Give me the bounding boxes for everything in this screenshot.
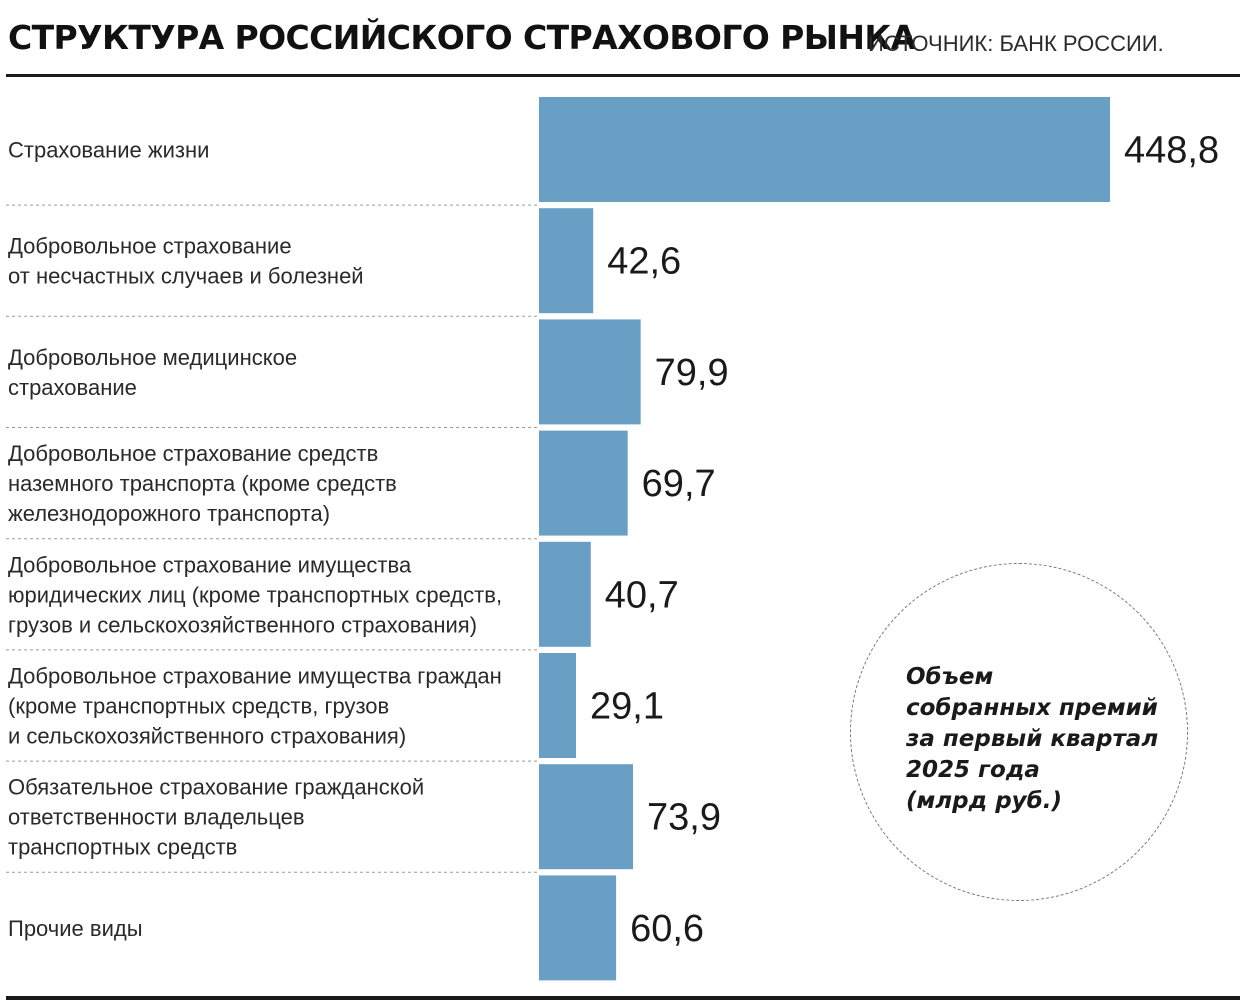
category-label-6: и сельскохозяйственного страхования): [8, 724, 406, 749]
category-label-4: Добровольное страхование средств: [8, 441, 378, 466]
source-note: ИСТОЧНИК: БАНК РОССИИ.: [868, 31, 1164, 56]
category-label-4: наземного транспорта (кроме средств: [8, 471, 397, 496]
category-label-5: Добровольное страхование имущества: [8, 552, 412, 577]
category-label-3: Добровольное медицинское: [8, 345, 297, 370]
value-label-5: 40,7: [605, 574, 679, 616]
bar-8: [539, 875, 617, 981]
bar-3: [539, 319, 641, 425]
category-label-1: Страхование жизни: [8, 138, 209, 163]
category-label-3: страхование: [8, 375, 137, 400]
bottom-rule: [6, 996, 1240, 1000]
bar-1: [539, 97, 1110, 202]
category-label-7: Обязательное страхование гражданской: [8, 775, 424, 800]
value-label-8: 60,6: [630, 908, 704, 950]
value-label-3: 79,9: [655, 352, 729, 394]
note-circle: [850, 563, 1188, 901]
top-rule: [6, 74, 1240, 77]
category-label-5: юридических лиц (кроме транспортных сред…: [8, 582, 502, 607]
category-label-6: Добровольное страхование имущества гражд…: [8, 664, 502, 689]
bar-4: [539, 430, 628, 536]
value-label-1: 448,8: [1124, 130, 1219, 172]
category-label-4: железнодорожного транспорта): [8, 501, 330, 526]
note-text: Объем собранных премий за первый квартал…: [906, 664, 1159, 814]
category-label-7: ответственности владельцев: [8, 805, 305, 830]
bar-5: [539, 541, 591, 647]
category-label-8: Прочие виды: [8, 916, 143, 941]
category-label-6: (кроме транспортных средств, грузов: [8, 694, 389, 719]
bar-6: [539, 653, 577, 758]
category-label-5: грузов и сельскохозяйственного страхован…: [8, 612, 477, 637]
bar-7: [539, 764, 634, 870]
bar-2: [539, 208, 594, 314]
category-label-2: Добровольное страхование: [8, 234, 292, 259]
value-label-6: 29,1: [590, 686, 664, 728]
category-label-2: от несчастных случаев и болезней: [8, 264, 364, 289]
value-label-4: 69,7: [642, 463, 716, 505]
category-label-7: транспортных средств: [8, 835, 237, 860]
value-label-7: 73,9: [647, 797, 721, 839]
chart-title: СТРУКТУРА РОССИЙСКОГО СТРАХОВОГО РЫНКА: [8, 18, 916, 57]
value-label-2: 42,6: [607, 241, 681, 283]
